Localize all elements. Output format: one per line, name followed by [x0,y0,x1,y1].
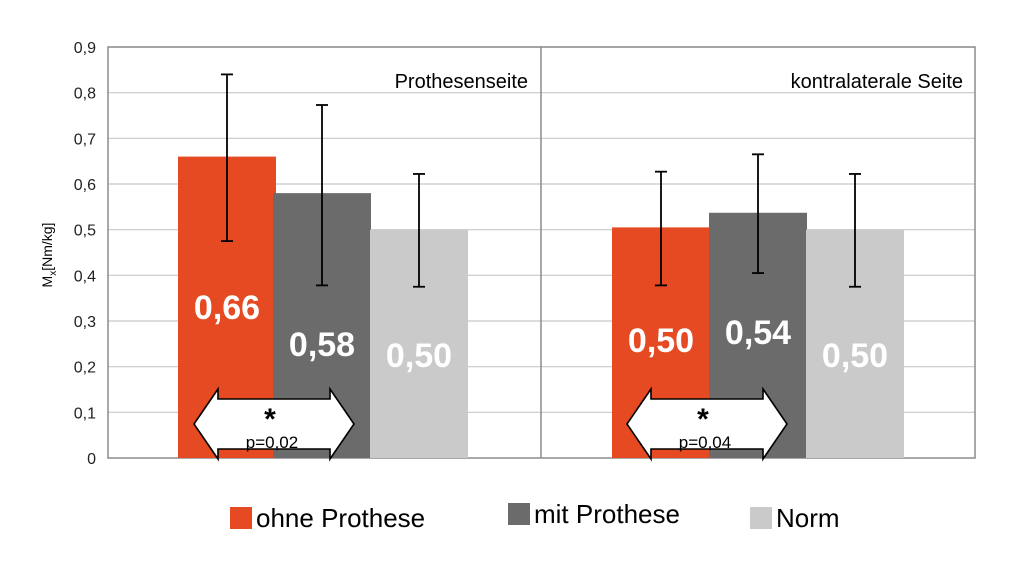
y-tick-label: 0,1 [74,405,96,422]
significance-arrow [626,386,788,462]
y-tick-label: 0 [87,451,96,468]
y-tick-label: 0,6 [74,177,96,194]
p-value-label: p=0,02 [246,433,298,452]
legend-swatch-norm [750,507,772,529]
y-tick-label: 0,8 [74,86,96,103]
legend-item-norm: Norm [750,500,840,536]
significance-star: * [264,403,276,436]
y-tick-label: 0,3 [74,314,96,331]
data-label: 0,50 [822,337,888,375]
y-axis-label: Mx[Nm/kg] [39,223,59,288]
significance-star: * [697,403,709,436]
legend: ohne Prothese mit Prothese Norm [200,499,920,540]
y-tick-label: 0,4 [74,268,96,285]
legend-item-mit-prothese: mit Prothese [508,496,680,532]
legend-swatch-mit-prothese [508,503,530,525]
y-tick-label: 0,7 [74,131,96,148]
data-label: 0,54 [725,314,791,352]
legend-swatch-ohne-prothese [230,507,252,529]
data-label: 0,50 [386,337,452,375]
data-label: 0,58 [289,326,355,364]
legend-label-mit-prothese: mit Prothese [534,498,680,529]
legend-label-norm: Norm [776,502,840,533]
data-label: 0,50 [628,322,694,360]
legend-item-ohne-prothese: ohne Prothese [230,500,425,536]
significance-arrow [193,386,355,462]
panel-title: kontralaterale Seite [791,71,963,93]
p-value-label: p=0,04 [679,433,731,452]
y-tick-label: 0,9 [74,40,96,57]
y-tick-label: 0,5 [74,223,96,240]
y-tick-label: 0,2 [74,360,96,377]
panel-title: Prothesenseite [395,71,528,93]
data-label: 0,66 [194,289,260,327]
legend-label-ohne-prothese: ohne Prothese [256,502,426,533]
